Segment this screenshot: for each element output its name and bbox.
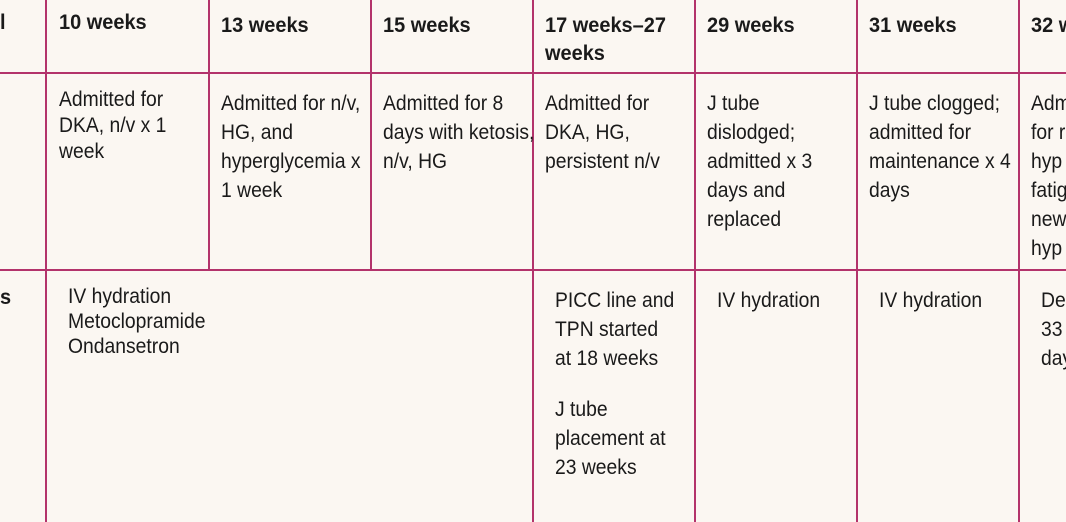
treatment-17-27-weeks: PICC line and TPN started at 18 weeks J … [555, 286, 679, 482]
treatment-ondansetron: Ondansetron [68, 335, 180, 358]
left-edge-header: l [0, 11, 6, 34]
header-17-27-weeks: 17 weeks–27 weeks [545, 14, 666, 65]
treatment-metoclopramide: Metoclopramide [68, 310, 206, 333]
column-divider [856, 0, 858, 522]
row-divider [0, 72, 1066, 74]
admission-15-weeks: Admitted for 8 days with ketosis, n/v, H… [383, 92, 535, 173]
treatment-29-weeks: IV hydration [717, 289, 821, 312]
column-divider [1018, 0, 1020, 522]
left-edge-treatment: s [0, 286, 12, 309]
admission-29-weeks: J tube dislodged; admitted x 3 days and … [707, 92, 813, 231]
treatment-picc-tpn: PICC line and TPN started at 18 weeks [555, 289, 675, 370]
header-10-weeks: 10 weeks [59, 11, 147, 34]
column-divider [45, 0, 47, 522]
treatment-31-weeks: IV hydration [879, 289, 983, 312]
admission-32-weeks: Adm for r hyp fatig new hyp [1031, 92, 1066, 260]
admission-17-27-weeks: Admitted for DKA, HG, persistent n/v [545, 92, 660, 173]
treatment-32-weeks: De 33 day [1041, 289, 1066, 370]
row-divider [0, 269, 1066, 271]
column-divider [370, 0, 372, 270]
treatment-iv-hydration: IV hydration [68, 285, 172, 308]
column-divider [694, 0, 696, 522]
header-13-weeks: 13 weeks [221, 14, 309, 37]
column-divider [532, 0, 534, 522]
treatment-j-tube-placement: J tube placement at 23 weeks [555, 398, 666, 479]
header-29-weeks: 29 weeks [707, 14, 795, 37]
admission-10-weeks: Admitted for DKA, n/v x 1 week [59, 88, 167, 163]
header-15-weeks: 15 weeks [383, 14, 471, 37]
header-31-weeks: 31 weeks [869, 14, 957, 37]
column-divider [208, 0, 210, 270]
treatment-early: IV hydration Metoclopramide Ondansetron [68, 284, 344, 359]
admission-31-weeks: J tube clogged; admitted for maintenance… [869, 92, 1011, 202]
admission-13-weeks: Admitted for n/v, HG, and hyperglycemia … [221, 92, 361, 202]
header-32-weeks: 32 w [1031, 14, 1066, 37]
